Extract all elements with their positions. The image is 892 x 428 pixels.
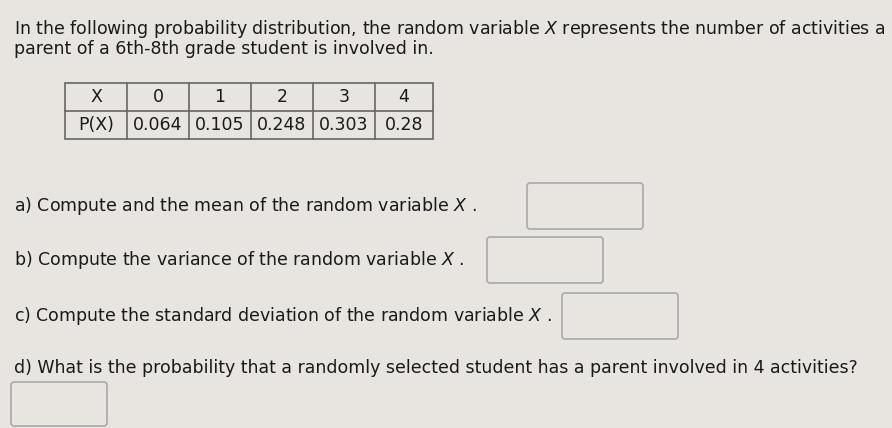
Text: 4: 4 [399, 88, 409, 106]
Text: X: X [90, 88, 102, 106]
Text: P(X): P(X) [78, 116, 114, 134]
FancyBboxPatch shape [487, 237, 603, 283]
FancyBboxPatch shape [11, 382, 107, 426]
Text: b) Compute the variance of the random variable $X$ .: b) Compute the variance of the random va… [14, 249, 465, 271]
Text: 0.064: 0.064 [133, 116, 183, 134]
Text: c) Compute the standard deviation of the random variable $X$ .: c) Compute the standard deviation of the… [14, 305, 552, 327]
Text: d) What is the probability that a randomly selected student has a parent involve: d) What is the probability that a random… [14, 359, 858, 377]
Text: 0.248: 0.248 [257, 116, 307, 134]
Text: a) Compute and the mean of the random variable $X$ .: a) Compute and the mean of the random va… [14, 195, 476, 217]
Text: 1: 1 [214, 88, 226, 106]
Text: In the following probability distribution, the random variable $X$ represents th: In the following probability distributio… [14, 18, 886, 40]
Text: 2: 2 [277, 88, 287, 106]
Text: 3: 3 [338, 88, 350, 106]
Text: 0.28: 0.28 [384, 116, 423, 134]
Bar [65, 83, 433, 139]
Text: parent of a 6th-8th grade student is involved in.: parent of a 6th-8th grade student is inv… [14, 40, 434, 58]
Text: 0.105: 0.105 [195, 116, 244, 134]
FancyBboxPatch shape [527, 183, 643, 229]
FancyBboxPatch shape [562, 293, 678, 339]
Text: 0: 0 [153, 88, 163, 106]
Text: 0.303: 0.303 [319, 116, 368, 134]
